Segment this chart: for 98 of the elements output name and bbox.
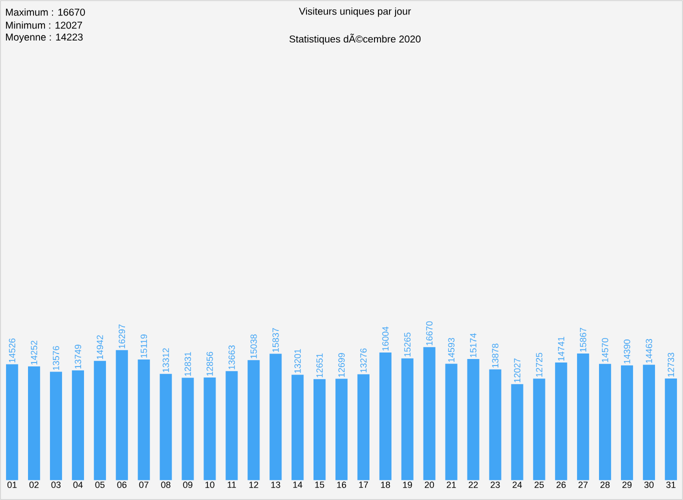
data-label: 12699 bbox=[338, 353, 345, 377]
x-tick-label: 30 bbox=[644, 482, 654, 488]
bar bbox=[489, 369, 502, 480]
x-tick-label: 26 bbox=[556, 482, 566, 488]
x-tick-label: 21 bbox=[446, 482, 456, 488]
x-tick-label: 24 bbox=[512, 482, 522, 488]
data-label: 13878 bbox=[492, 344, 498, 368]
bar bbox=[511, 384, 524, 480]
data-label: 12733 bbox=[668, 352, 674, 377]
data-label: 14593 bbox=[448, 338, 454, 362]
bar bbox=[50, 372, 62, 480]
bar bbox=[292, 374, 304, 480]
bar bbox=[314, 379, 326, 480]
bar bbox=[577, 353, 590, 480]
data-label: 16670 bbox=[426, 321, 433, 346]
data-label: 13576 bbox=[52, 346, 60, 370]
bar bbox=[204, 378, 216, 480]
data-label: 15265 bbox=[404, 332, 411, 356]
x-tick-label: 31 bbox=[666, 482, 676, 488]
x-tick-label: 06 bbox=[117, 482, 126, 488]
data-label: 16297 bbox=[118, 324, 126, 348]
data-label: 13312 bbox=[162, 348, 169, 372]
chart-subtitle: Statistiques dÃ©cembre 2020 bbox=[289, 34, 421, 44]
x-tick-label: 16 bbox=[337, 482, 346, 488]
bar bbox=[555, 362, 568, 480]
data-label: 15038 bbox=[250, 334, 257, 358]
x-tick-label: 01 bbox=[7, 482, 17, 488]
x-tick-label: 11 bbox=[228, 482, 236, 488]
data-label: 13663 bbox=[228, 345, 235, 370]
x-tick-label: 19 bbox=[403, 482, 412, 488]
data-label: 14463 bbox=[646, 338, 652, 363]
data-label: 12856 bbox=[206, 352, 213, 376]
bar bbox=[94, 360, 106, 480]
x-tick-label: 17 bbox=[359, 482, 368, 488]
x-tick-label: 10 bbox=[205, 482, 214, 488]
data-label: 15174 bbox=[470, 333, 476, 358]
x-tick-label: 08 bbox=[161, 482, 170, 488]
x-tick-label: 09 bbox=[183, 482, 192, 488]
bar bbox=[116, 350, 128, 480]
data-label: 16004 bbox=[382, 326, 389, 351]
x-tick-label: 05 bbox=[95, 482, 105, 488]
bar bbox=[248, 360, 260, 480]
data-label: 13276 bbox=[360, 348, 367, 372]
bar bbox=[599, 364, 612, 480]
x-tick-label: 03 bbox=[51, 482, 61, 488]
data-label: 14390 bbox=[624, 339, 630, 364]
text: Maximum : 16670 bbox=[6, 8, 85, 16]
data-label: 14741 bbox=[558, 336, 564, 361]
bar bbox=[664, 378, 677, 480]
data-label: 15867 bbox=[580, 328, 586, 352]
bar bbox=[620, 365, 634, 480]
data-label: 14252 bbox=[30, 340, 38, 364]
data-label: 12725 bbox=[536, 352, 542, 377]
bar bbox=[6, 364, 18, 480]
data-label: 15119 bbox=[140, 334, 148, 358]
bar bbox=[72, 370, 84, 480]
data-label: 15837 bbox=[272, 328, 279, 352]
bar bbox=[270, 354, 282, 480]
x-tick-label: 14 bbox=[293, 482, 302, 488]
bar bbox=[423, 347, 436, 480]
x-tick-label: 07 bbox=[139, 482, 148, 488]
bar bbox=[379, 352, 392, 480]
bar bbox=[642, 364, 656, 480]
text: Moyenne : 14223 bbox=[6, 34, 83, 43]
x-tick-label: 12 bbox=[249, 482, 258, 488]
chart-title: Visiteurs uniques par jour bbox=[298, 7, 411, 17]
bar bbox=[335, 378, 348, 480]
x-tick-label: 27 bbox=[578, 482, 588, 488]
bar bbox=[445, 364, 458, 480]
x-tick-label: 28 bbox=[600, 482, 610, 488]
x-tick-label: 15 bbox=[315, 482, 324, 488]
data-label: 14942 bbox=[96, 335, 104, 359]
data-label: 13749 bbox=[74, 344, 82, 368]
bar bbox=[467, 359, 480, 480]
bar bbox=[160, 374, 172, 480]
data-label: 12831 bbox=[184, 352, 191, 376]
data-label: 14570 bbox=[602, 338, 608, 362]
data-label: 12027 bbox=[514, 358, 520, 382]
bar bbox=[401, 358, 414, 480]
x-tick-label: 04 bbox=[73, 482, 83, 488]
x-tick-label: 22 bbox=[468, 482, 478, 488]
data-label: 13201 bbox=[294, 349, 301, 373]
data-label: 14526 bbox=[8, 338, 16, 362]
data-label: 12651 bbox=[316, 353, 323, 378]
bar bbox=[357, 374, 370, 480]
bar bbox=[182, 378, 194, 480]
bar bbox=[28, 366, 40, 480]
x-tick-label: 13 bbox=[271, 482, 280, 488]
bar bbox=[533, 378, 546, 480]
x-tick-label: 20 bbox=[424, 482, 434, 488]
x-tick-label: 02 bbox=[29, 482, 39, 488]
x-tick-label: 29 bbox=[622, 482, 632, 488]
x-tick-label: 25 bbox=[534, 482, 544, 488]
bar bbox=[226, 371, 238, 480]
x-tick-label: 23 bbox=[490, 482, 500, 488]
x-tick-label: 18 bbox=[381, 482, 390, 488]
bar bbox=[138, 359, 150, 480]
text: Minimum : 12027 bbox=[6, 21, 82, 29]
